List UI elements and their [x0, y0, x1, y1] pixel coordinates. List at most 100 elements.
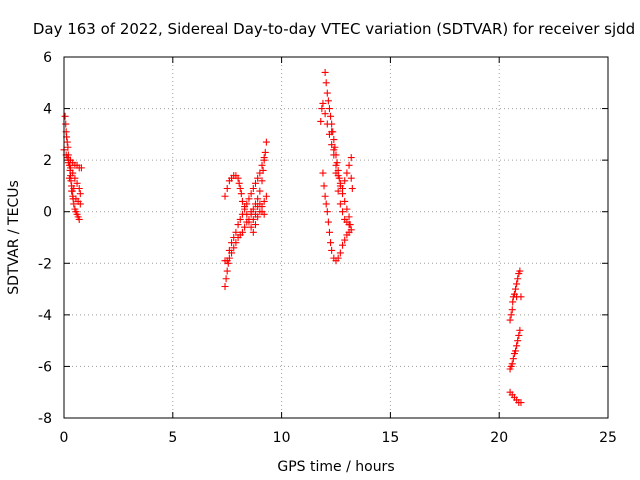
- data-point: [509, 298, 517, 306]
- data-point: [262, 192, 270, 200]
- data-point: [319, 99, 327, 107]
- data-point: [251, 210, 259, 218]
- data-point: [328, 141, 336, 149]
- data-point: [323, 208, 331, 216]
- data-point: [321, 110, 329, 118]
- data-point: [254, 174, 262, 182]
- x-tick-label: 10: [273, 430, 291, 446]
- x-tick-label: 20: [490, 430, 508, 446]
- data-point: [516, 267, 524, 275]
- data-point: [256, 187, 264, 195]
- chart-title: Day 163 of 2022, Sidereal Day-to-day VTE…: [33, 20, 635, 38]
- data-point: [245, 195, 253, 203]
- data-point: [341, 236, 349, 244]
- data-point: [61, 112, 69, 120]
- data-point: [76, 190, 84, 198]
- data-point: [65, 174, 73, 182]
- data-point: [512, 347, 520, 355]
- data-point: [321, 192, 329, 200]
- x-tick-label: 5: [168, 430, 177, 446]
- data-point: [339, 208, 347, 216]
- series-arc1: [60, 112, 85, 223]
- data-point: [228, 239, 236, 247]
- data-point: [222, 275, 230, 283]
- data-point: [348, 185, 356, 193]
- data-point: [325, 228, 333, 236]
- data-point: [332, 169, 340, 177]
- data-point: [254, 195, 262, 203]
- y-tick-label: -4: [38, 308, 52, 324]
- data-point: [262, 138, 270, 146]
- data-point: [63, 154, 71, 162]
- data-point: [345, 213, 353, 221]
- data-point: [330, 146, 338, 154]
- data-point: [75, 215, 83, 223]
- data-point: [234, 174, 242, 182]
- data-point: [336, 249, 344, 257]
- data-point: [319, 169, 327, 177]
- data-point: [336, 200, 344, 208]
- data-point: [247, 190, 255, 198]
- data-point: [236, 185, 244, 193]
- y-tick-label: 0: [43, 205, 52, 221]
- x-tick-label: 0: [60, 430, 69, 446]
- data-point: [508, 306, 516, 314]
- y-tick-label: 4: [43, 102, 52, 118]
- data-point: [507, 311, 515, 319]
- plot-frame: [63, 56, 609, 419]
- y-axis-label: SDTVAR / TECUs: [6, 180, 22, 295]
- data-point: [76, 200, 84, 208]
- data-point: [506, 316, 514, 324]
- data-point: [341, 197, 349, 205]
- data-point: [324, 97, 332, 105]
- data-point: [345, 161, 353, 169]
- data-point: [343, 169, 351, 177]
- axis-ticks: 0 5 10 15 20 25 -8 -6 -4 -2 0 2 4 6: [38, 50, 617, 446]
- data-point: [345, 221, 353, 229]
- data-point: [241, 223, 249, 231]
- data-point: [517, 399, 525, 407]
- data-point: [325, 105, 333, 113]
- data-points: [60, 68, 525, 407]
- data-point: [258, 177, 266, 185]
- series-arc4: [506, 267, 525, 407]
- data-point: [330, 136, 338, 144]
- data-point: [328, 246, 336, 254]
- data-point: [509, 355, 517, 363]
- data-point: [241, 203, 249, 211]
- data-point: [334, 254, 342, 262]
- data-point: [514, 337, 522, 345]
- data-point: [237, 190, 245, 198]
- data-point: [336, 179, 344, 187]
- data-point: [260, 154, 268, 162]
- data-point: [70, 185, 78, 193]
- data-point: [341, 177, 349, 185]
- data-point: [261, 148, 269, 156]
- data-point: [339, 241, 347, 249]
- data-point: [320, 182, 328, 190]
- data-point: [513, 342, 521, 350]
- data-point: [69, 169, 77, 177]
- data-point: [225, 246, 233, 254]
- data-point: [256, 200, 264, 208]
- data-point: [258, 161, 266, 169]
- data-point: [260, 210, 268, 218]
- series-arc2: [221, 138, 270, 290]
- data-point: [347, 154, 355, 162]
- data-point: [70, 200, 78, 208]
- y-tick-label: -6: [38, 359, 52, 375]
- data-point: [322, 79, 330, 87]
- data-point: [323, 120, 331, 128]
- data-point: [516, 326, 524, 334]
- data-point: [223, 185, 231, 193]
- data-point: [334, 187, 342, 195]
- data-point: [251, 221, 259, 229]
- data-point: [236, 215, 244, 223]
- x-tick-label: 25: [599, 430, 617, 446]
- data-point: [322, 200, 330, 208]
- data-point: [343, 205, 351, 213]
- data-point: [327, 239, 335, 247]
- data-point: [339, 185, 347, 193]
- data-point: [321, 68, 329, 76]
